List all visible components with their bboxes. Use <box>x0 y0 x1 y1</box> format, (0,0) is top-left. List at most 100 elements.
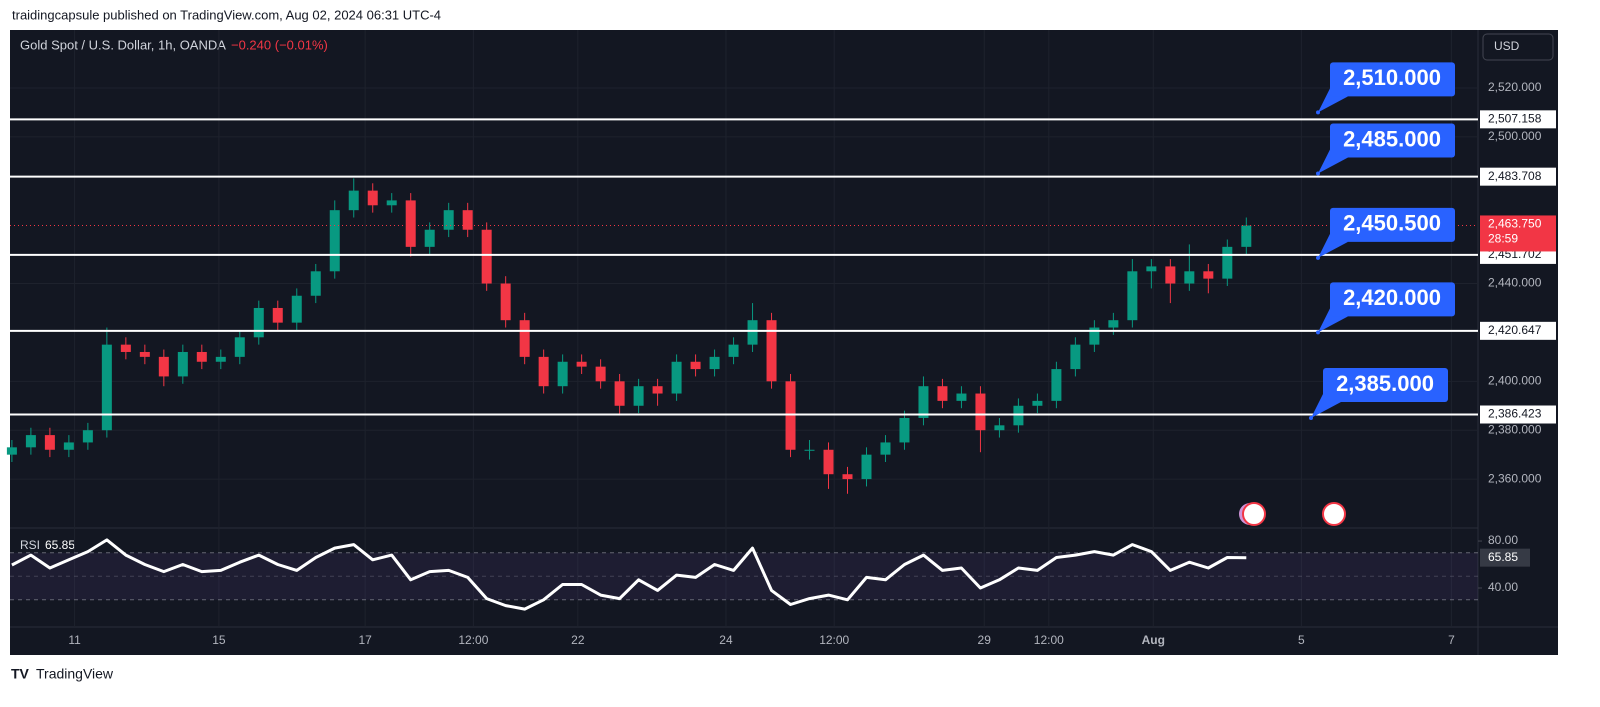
callout-label: 2,510.000 <box>1343 65 1441 90</box>
candle-body <box>633 386 644 406</box>
candle-body <box>937 386 948 401</box>
candle-body <box>63 442 74 450</box>
rsi-legend-name: RSI <box>20 538 40 552</box>
x-tick-label: 7 <box>1448 633 1455 647</box>
candle-body <box>348 190 359 211</box>
x-tick-label: 12:00 <box>819 633 849 647</box>
candle-body <box>861 454 872 480</box>
callout-label: 2,385.000 <box>1336 371 1434 396</box>
callout-anchor <box>1316 171 1320 176</box>
candle-body <box>1203 271 1214 279</box>
candle-body <box>272 307 283 323</box>
price-change: −0.240 (−0.01%) <box>231 37 328 52</box>
rsi-band <box>10 552 1478 600</box>
rsi-value-tag <box>1480 548 1530 567</box>
candle-body <box>101 344 112 431</box>
y-tick-label: 2,520.000 <box>1488 80 1542 94</box>
candle-body <box>443 210 454 230</box>
candle-body <box>842 474 853 480</box>
x-tick-label: 12:00 <box>458 633 488 647</box>
candle-body <box>823 449 834 475</box>
candle-body <box>139 351 150 357</box>
footer-logo: TV <box>11 666 30 682</box>
last-price-tag <box>1480 215 1556 252</box>
candle-body <box>1032 400 1043 406</box>
candle-body <box>918 386 929 418</box>
candle-body <box>500 283 511 321</box>
rsi-value-label: 65.85 <box>1488 550 1518 564</box>
candle-body <box>405 200 416 247</box>
callout-box <box>1330 207 1455 242</box>
candle-body <box>1070 344 1081 370</box>
candle-body <box>614 381 625 406</box>
candle-body <box>1051 369 1062 401</box>
x-tick-label: 12:00 <box>1034 633 1064 647</box>
candle-body <box>82 430 93 443</box>
candle-body <box>1222 246 1233 279</box>
y-tick-label: 2,380.000 <box>1488 422 1542 436</box>
event-icons[interactable] <box>1239 502 1346 526</box>
event-icon[interactable] <box>1322 502 1346 526</box>
x-tick-label: 22 <box>571 633 585 647</box>
rsi-legend-value: 65.85 <box>45 538 75 552</box>
candle-body <box>177 351 188 377</box>
event-icon[interactable] <box>1242 502 1266 526</box>
currency-button[interactable] <box>1482 33 1554 61</box>
candle-body <box>994 425 1005 431</box>
candle-body <box>595 366 606 382</box>
symbol-title: Gold Spot / U.S. Dollar, 1h, OANDA <box>20 37 226 52</box>
candle-body <box>1108 320 1119 328</box>
candle-body <box>785 381 796 450</box>
callout-box <box>1330 123 1455 158</box>
y-tick-label: 2,440.000 <box>1488 276 1542 290</box>
x-tick-label: 29 <box>978 633 992 647</box>
candle-body <box>253 307 264 338</box>
candle-body <box>975 393 986 431</box>
candle-body <box>1165 266 1176 284</box>
callout-label: 2,450.500 <box>1343 211 1441 236</box>
candle-body <box>481 229 492 284</box>
x-tick-label: 24 <box>719 633 733 647</box>
last-price-label: 2,463.750 <box>1488 217 1542 231</box>
footer-brand: TradingView <box>36 666 114 682</box>
candle-body <box>234 337 245 357</box>
candle-body <box>576 361 587 367</box>
callout-anchor <box>1309 415 1313 420</box>
candle-body <box>329 210 340 272</box>
callout-box <box>1323 367 1448 402</box>
candle-body <box>386 200 397 206</box>
rsi-tick-label: 80.00 <box>1488 533 1518 547</box>
candle-body <box>747 320 758 345</box>
candle-body <box>728 344 739 357</box>
publisher-line: traidingcapsule published on TradingView… <box>12 7 441 22</box>
candle-body <box>424 229 435 247</box>
rsi-tick-label: 40.00 <box>1488 580 1518 594</box>
candle-body <box>899 417 910 443</box>
x-tick-label: Aug <box>1142 633 1165 647</box>
candle-body <box>1127 271 1138 321</box>
candle-body <box>671 361 682 394</box>
candle-body <box>44 435 55 450</box>
x-tick-label: 15 <box>212 633 226 647</box>
candle-body <box>6 447 17 455</box>
candle-body <box>1241 225 1252 247</box>
callout-anchor <box>1316 110 1320 115</box>
callout-anchor <box>1316 330 1320 335</box>
candle-body <box>557 361 568 387</box>
candle-body <box>1184 271 1195 284</box>
chart-background <box>10 30 1558 655</box>
candle-body <box>25 435 36 448</box>
level-tag <box>1480 405 1556 424</box>
candle-body <box>956 393 967 401</box>
y-tick-label: 2,500.000 <box>1488 129 1542 143</box>
level-label: 2,386.423 <box>1488 407 1542 421</box>
y-tick-label: 2,360.000 <box>1488 471 1542 485</box>
candle-body <box>804 449 815 451</box>
level-label: 2,507.158 <box>1488 112 1542 126</box>
candle-body <box>158 356 169 377</box>
callout-box <box>1330 62 1455 97</box>
candle-body <box>310 271 321 296</box>
callout-label: 2,420.000 <box>1343 285 1441 310</box>
